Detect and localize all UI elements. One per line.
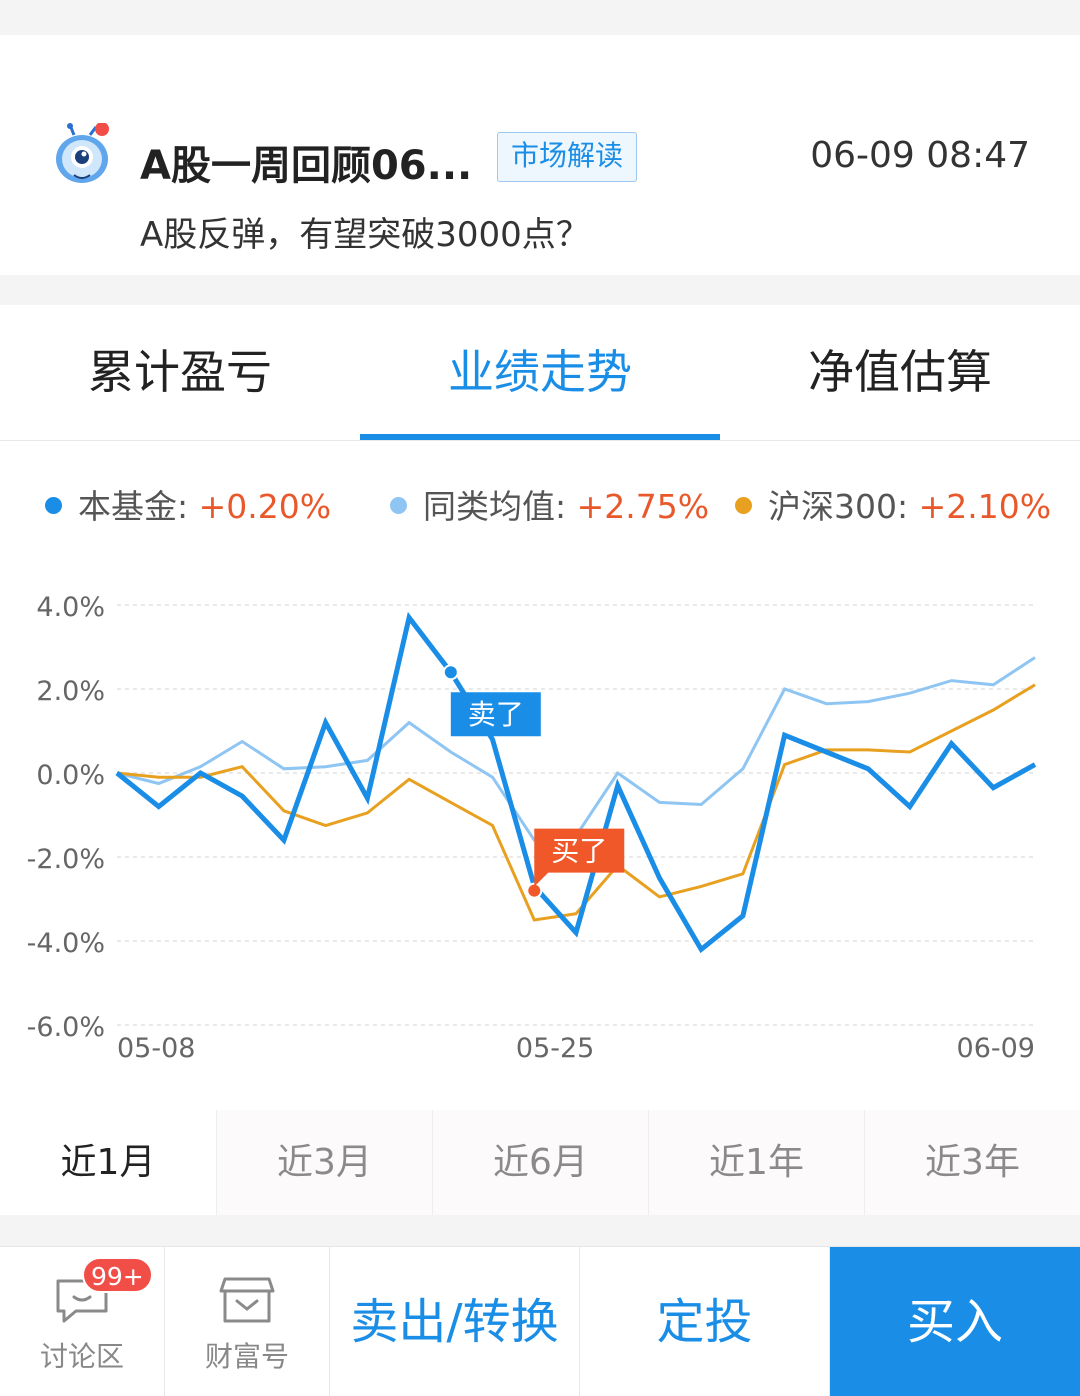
x-tick-label: 05-25 xyxy=(516,1033,594,1064)
fixed-investment-button[interactable]: 定投 xyxy=(580,1247,830,1396)
active-tab-underline xyxy=(360,434,720,440)
wealth-account-button[interactable]: 财富号 xyxy=(165,1247,330,1396)
news-card[interactable]: A股一周回顾06... 市场解读 06-09 08:47 A股反弹，有望突破30… xyxy=(0,35,1080,275)
y-tick-label: -2.0% xyxy=(27,844,105,875)
series-line-csi300 xyxy=(116,683,1036,922)
tab-bar: 累计盈亏 业绩走势 净值估算 xyxy=(0,305,1080,441)
news-subtitle[interactable]: A股反弹，有望突破3000点？ xyxy=(140,215,590,255)
legend-item-fund: 本基金: +0.20% xyxy=(45,480,331,528)
trade-marker-dot xyxy=(442,664,459,681)
y-tick-label: 4.0% xyxy=(36,592,105,623)
robot-avatar-icon xyxy=(52,122,112,187)
wealth-account-label: 财富号 xyxy=(204,1340,289,1373)
storefront-icon xyxy=(219,1277,275,1323)
discussion-button[interactable]: 99+ 讨论区 xyxy=(0,1247,165,1396)
legend-dot-icon xyxy=(735,497,752,514)
y-tick-label: -4.0% xyxy=(27,928,105,959)
legend-value: +2.10% xyxy=(918,487,1052,526)
bottom-action-bar: 99+ 讨论区 财富号 卖出/转换 定投 买入 xyxy=(0,1246,1080,1396)
tab-cumulative-pnl[interactable]: 累计盈亏 xyxy=(88,345,272,399)
chart-legend: 本基金: +0.20% 同类均值: +2.75% 沪深300: +2.10% xyxy=(0,480,1080,530)
legend-item-csi300: 沪深300: +2.10% xyxy=(735,480,1051,528)
trade-marker-label: 买了 xyxy=(551,835,607,868)
legend-dot-icon xyxy=(45,497,62,514)
range-6-months[interactable]: 近6月 xyxy=(432,1110,648,1215)
buy-button[interactable]: 买入 xyxy=(830,1247,1080,1396)
y-tick-label: 2.0% xyxy=(36,676,105,707)
range-3-months[interactable]: 近3月 xyxy=(216,1110,432,1215)
legend-item-category-avg: 同类均值: +2.75% xyxy=(390,480,709,528)
sell-convert-button[interactable]: 卖出/转换 xyxy=(330,1247,580,1396)
x-tick-label: 06-09 xyxy=(957,1033,1035,1064)
legend-value: +0.20% xyxy=(198,487,332,526)
series-line-fund xyxy=(115,611,1037,954)
range-3-years[interactable]: 近3年 xyxy=(864,1110,1080,1215)
range-1-month[interactable]: 近1月 xyxy=(0,1110,216,1215)
trade-marker-bubble xyxy=(534,828,625,887)
news-title[interactable]: A股一周回顾06... xyxy=(140,143,473,189)
performance-line-chart[interactable]: 4.0% 2.0% 0.0% -2.0% -4.0% -6.0% 05-08 05-25 06-… xyxy=(0,535,1080,1095)
x-tick-label: 05-08 xyxy=(117,1033,195,1064)
news-tag-badge: 市场解读 xyxy=(497,132,637,182)
trade-marker-bubble xyxy=(450,692,541,737)
trade-marker-label: 卖了 xyxy=(468,698,524,731)
legend-dot-icon xyxy=(390,497,407,514)
y-tick-label: -6.0% xyxy=(27,1012,105,1043)
y-tick-label: 0.0% xyxy=(36,760,105,791)
range-selector: 近1月 近3月 近6月 近1年 近3年 xyxy=(0,1110,1080,1215)
tab-nav-estimate[interactable]: 净值估算 xyxy=(808,345,992,399)
discussion-label: 讨论区 xyxy=(39,1340,124,1373)
legend-name: 本基金 xyxy=(78,487,177,526)
news-time: 06-09 08:47 xyxy=(810,135,1030,176)
legend-value: +2.75% xyxy=(576,487,710,526)
legend-name: 同类均值 xyxy=(423,487,555,526)
unread-count-badge: 99+ xyxy=(82,1257,153,1293)
performance-card: 累计盈亏 业绩走势 净值估算 本基金: +0.20% 同类均值: +2.75% … xyxy=(0,305,1080,1215)
tab-performance-trend[interactable]: 业绩走势 xyxy=(448,345,632,399)
range-1-year[interactable]: 近1年 xyxy=(648,1110,864,1215)
legend-name: 沪深300 xyxy=(768,487,897,526)
